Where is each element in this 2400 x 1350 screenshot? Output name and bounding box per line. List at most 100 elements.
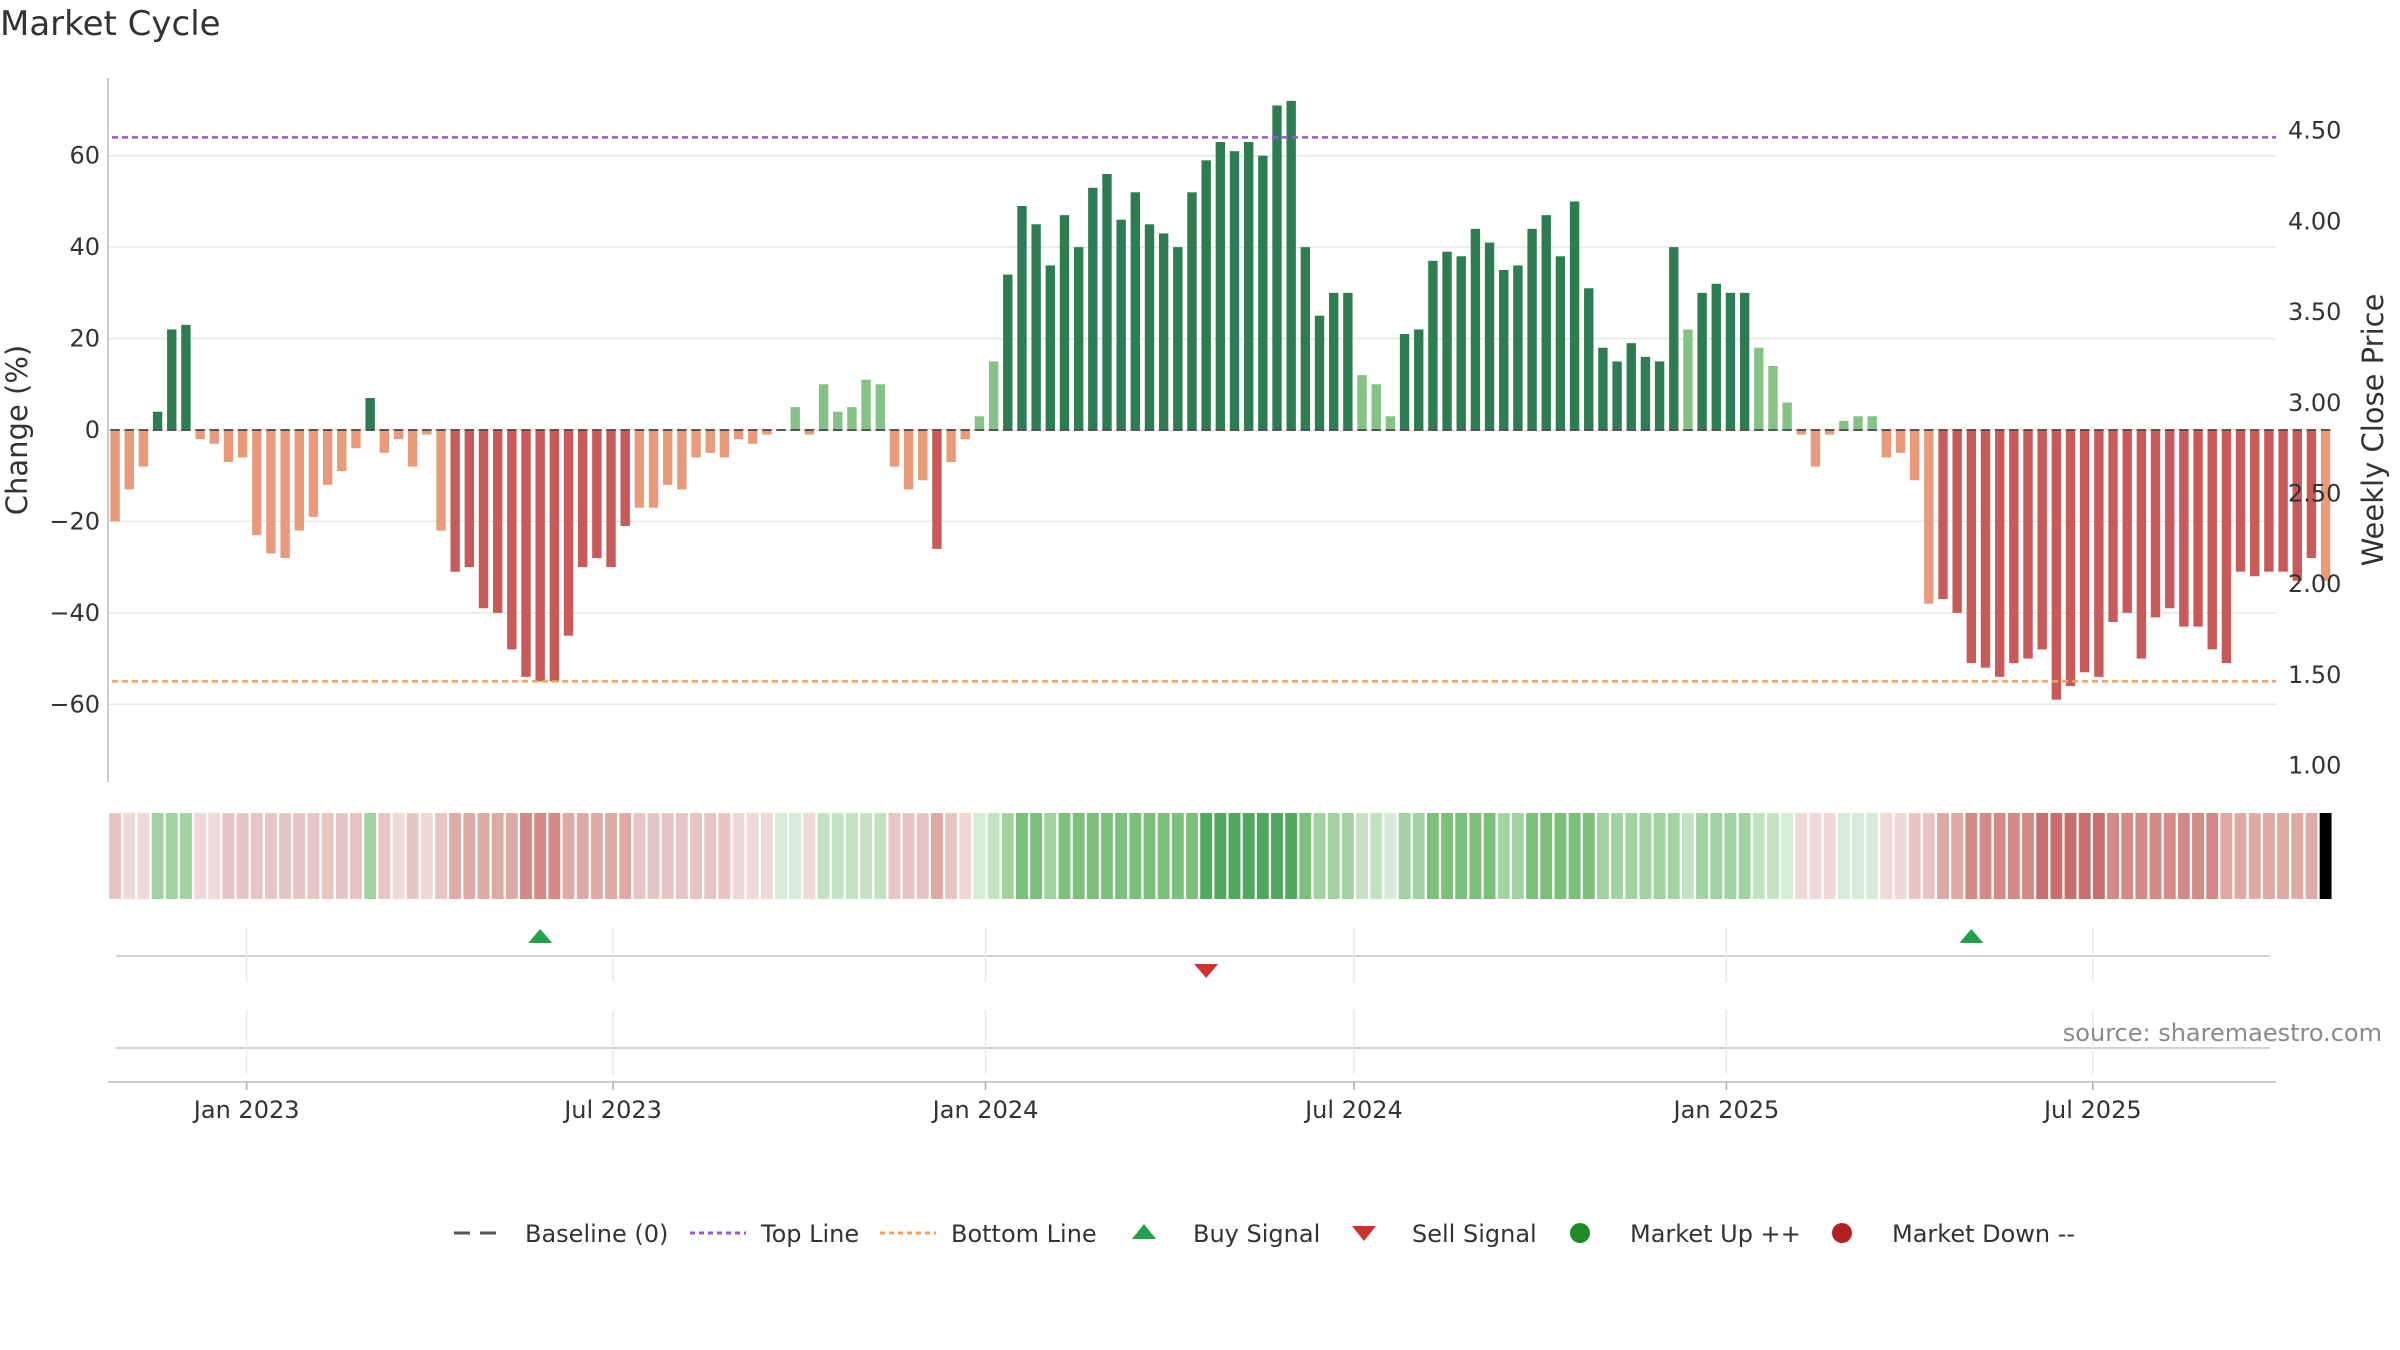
- change-bar: [2065, 430, 2076, 686]
- heat-cell: [477, 813, 490, 899]
- heat-cell: [1922, 813, 1935, 899]
- bars-layer: [110, 100, 2331, 700]
- heat-cell: [1341, 813, 1354, 899]
- y2-tick-label: 1.00: [2288, 752, 2341, 780]
- change-bar: [450, 430, 460, 572]
- y2-tick-label: 2.00: [2288, 570, 2341, 598]
- heat-cell: [2036, 813, 2049, 899]
- heat-cell: [321, 813, 334, 899]
- heat-cell: [2291, 813, 2304, 899]
- change-bar: [2108, 430, 2118, 622]
- change-bar: [308, 430, 319, 517]
- y2-tick-label: 4.50: [2288, 117, 2341, 145]
- change-bar: [351, 430, 361, 449]
- change-bar: [1116, 219, 1126, 430]
- heat-cell: [1866, 813, 1879, 899]
- heat-cell: [2192, 813, 2205, 899]
- heat-cell: [590, 813, 603, 899]
- legend-label: Baseline (0): [525, 1220, 668, 1248]
- legend-swatch: [1132, 1224, 1156, 1239]
- legend-item: Sell Signal: [1352, 1220, 1537, 1248]
- legend-swatch: [1570, 1223, 1590, 1243]
- change-bar: [1881, 430, 1892, 458]
- x-tick-label: Jul 2023: [562, 1096, 662, 1124]
- heat-cell: [1752, 813, 1765, 899]
- heat-cell: [2248, 813, 2261, 899]
- change-bar: [1385, 416, 1396, 430]
- heat-cell: [265, 813, 277, 899]
- heat-cell: [123, 813, 136, 899]
- heat-cell: [250, 813, 263, 899]
- change-bar: [521, 430, 531, 677]
- change-bar: [1003, 274, 1013, 430]
- change-bar: [110, 430, 120, 522]
- change-bar: [1314, 315, 1325, 430]
- change-bar: [1470, 228, 1481, 430]
- change-bar: [549, 430, 560, 682]
- change-bar: [252, 430, 262, 536]
- change-bar: [1215, 142, 1226, 430]
- heat-cell: [959, 813, 972, 899]
- change-bar: [1541, 215, 1551, 430]
- heat-cell: [1696, 813, 1709, 899]
- signal-panel-layer: [116, 928, 2270, 1074]
- heat-cell: [1937, 813, 1949, 899]
- change-bar: [1173, 247, 1183, 430]
- heat-cell: [449, 813, 462, 899]
- heat-cell: [789, 813, 802, 899]
- heat-cell: [1101, 813, 1113, 899]
- change-bar: [2320, 430, 2331, 581]
- heat-cell: [2277, 813, 2290, 899]
- heat-cell: [1951, 813, 1964, 899]
- heat-cell: [562, 813, 575, 899]
- change-bar: [2122, 430, 2132, 613]
- heat-cell: [1809, 813, 1822, 899]
- heat-cell: [1455, 813, 1468, 899]
- change-bar: [1768, 366, 1778, 430]
- heat-cell: [1186, 813, 1198, 899]
- change-bar: [1994, 430, 2005, 677]
- change-bar: [1839, 420, 1849, 430]
- heat-cell: [279, 813, 292, 899]
- heat-cell: [2177, 813, 2190, 899]
- y2-tick-label: 3.00: [2288, 389, 2341, 417]
- change-bar: [648, 430, 659, 508]
- change-bar: [946, 430, 956, 462]
- heat-cell: [675, 813, 688, 899]
- change-bar: [2051, 430, 2062, 700]
- heat-cell: [1993, 813, 2006, 899]
- change-bar: [1499, 270, 1509, 430]
- change-bar: [2009, 430, 2019, 664]
- change-bar: [903, 430, 914, 490]
- change-bar: [1640, 356, 1651, 430]
- change-bar: [1980, 430, 1991, 668]
- heat-cell: [2064, 813, 2077, 899]
- x-axis-layer: Jan 2023 Jul 2023 Jan 2024 Jul 2024 Jan 2025…: [108, 1081, 2276, 1124]
- x-tick-label: Jan 2023: [192, 1096, 300, 1124]
- change-bar: [1754, 347, 1764, 430]
- change-bar: [322, 430, 333, 485]
- heat-cell: [1285, 813, 1298, 899]
- heat-cell: [1086, 813, 1099, 899]
- y-tick-label: 0: [85, 416, 100, 444]
- heat-cell: [1370, 813, 1383, 899]
- change-bar: [2264, 430, 2274, 572]
- change-bar: [1669, 247, 1679, 430]
- heat-cell: [1228, 813, 1241, 899]
- change-bar: [790, 407, 800, 430]
- change-bar: [337, 430, 347, 472]
- sell-signal-marker: [1194, 964, 1219, 978]
- legend-swatch: [1352, 1226, 1376, 1241]
- heat-cell: [860, 813, 873, 899]
- change-bar: [1824, 430, 1835, 435]
- change-bar: [2179, 430, 2189, 627]
- chart-title: Market Cycle: [0, 4, 221, 44]
- change-bar: [1399, 334, 1410, 430]
- change-bar: [620, 430, 630, 526]
- change-bar: [1527, 228, 1537, 430]
- heat-cell: [874, 813, 887, 899]
- heat-cell: [1894, 813, 1907, 899]
- change-bar: [152, 411, 163, 430]
- heat-cell: [364, 813, 377, 899]
- heat-cell: [1667, 813, 1680, 899]
